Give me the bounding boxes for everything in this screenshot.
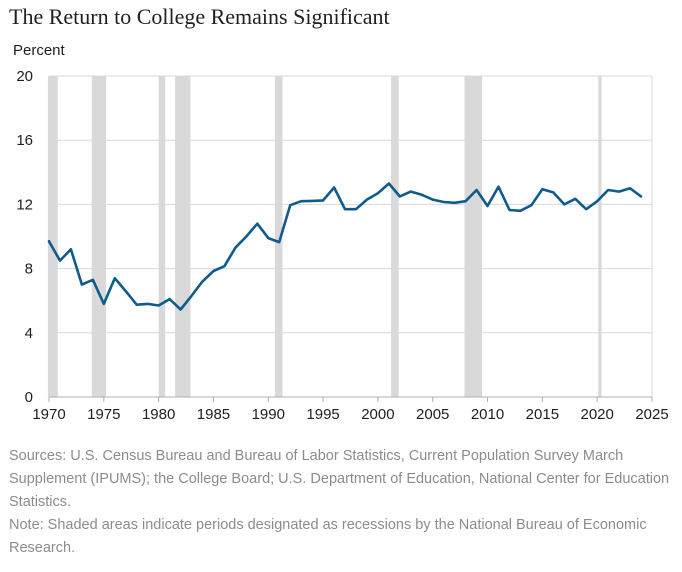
recession-band xyxy=(175,76,191,397)
recession-band xyxy=(274,76,283,397)
x-tick-label: 1985 xyxy=(197,406,230,423)
x-tick-label: 1980 xyxy=(142,406,175,423)
y-tick-labels: 0 4 8 12 16 20 xyxy=(16,68,33,406)
recession-note: Note: Shaded areas indicate periods desi… xyxy=(9,517,647,556)
x-tick-label: 1990 xyxy=(252,406,285,423)
recession-band xyxy=(47,76,58,397)
y-tick-label: 12 xyxy=(16,196,33,213)
x-tick-label: 1975 xyxy=(87,406,120,423)
y-tick-label: 8 xyxy=(25,261,33,278)
series-layer xyxy=(47,182,643,311)
y-tick-label: 4 xyxy=(25,325,33,342)
recession-band xyxy=(158,76,166,397)
gridlines xyxy=(49,75,652,334)
sources-note: Sources: U.S. Census Bureau and Bureau o… xyxy=(9,448,670,510)
x-tick-label: 2000 xyxy=(361,406,394,423)
y-tick-label: 20 xyxy=(16,68,33,85)
x-tick-labels: 1970 1975 1980 1985 1990 1995 2000 2005 2010 2015… xyxy=(32,397,669,423)
line-chart: 1970 1975 1980 1985 1990 1995 2000 2005 2010 2015… xyxy=(16,68,669,423)
series-line xyxy=(47,182,643,311)
recession-band xyxy=(391,76,399,397)
x-tick-label: 2020 xyxy=(580,406,613,423)
recession-band xyxy=(464,76,483,397)
y-tick-label: 0 xyxy=(25,389,33,406)
x-tick-label: 2015 xyxy=(526,406,559,423)
x-tick-label: 1970 xyxy=(32,406,65,423)
y-tick-label: 16 xyxy=(16,132,33,149)
x-tick-label: 2010 xyxy=(471,406,504,423)
x-tick-label: 2025 xyxy=(635,406,668,423)
x-tick-label: 1995 xyxy=(306,406,339,423)
x-tick-label: 2005 xyxy=(416,406,449,423)
recession-band xyxy=(598,76,602,397)
chart-title: The Return to College Remains Significan… xyxy=(9,4,390,29)
chart-notes: Sources: U.S. Census Bureau and Bureau o… xyxy=(9,445,674,560)
recession-band xyxy=(91,76,107,397)
recession-shading-layer xyxy=(47,76,602,397)
y-axis-label: Percent xyxy=(13,42,65,59)
axes xyxy=(49,76,653,398)
